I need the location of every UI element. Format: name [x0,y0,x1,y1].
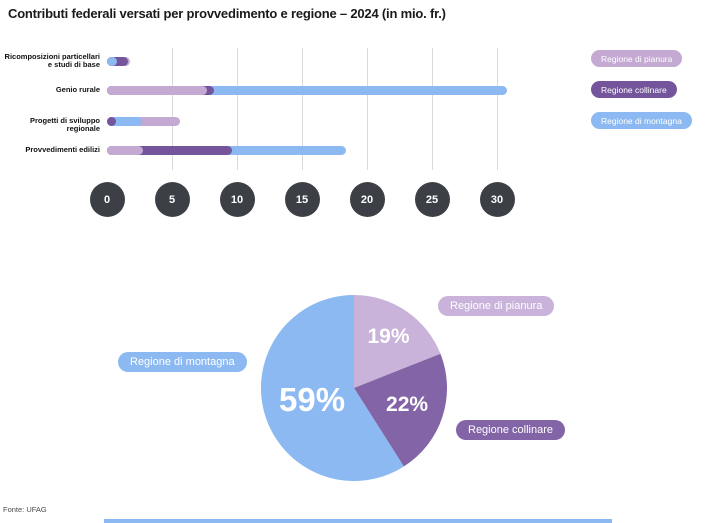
bar-row0-regione-di-montagna [107,56,118,66]
bar-category-label-1: Genio rurale [55,85,100,94]
pie-callout-pill-regione-di-montagna[interactable]: Regione di montagna [118,352,247,372]
gridline-15 [302,48,303,170]
legend-pill-regione-di-montagna[interactable]: Regione di montagna [591,112,692,129]
x-axis-tick-5: 5 [154,182,190,217]
bar-plot-area [107,48,512,170]
gridline-10 [237,48,238,170]
bar-row2-regione-di-pianura [107,116,180,126]
pie-slice-regione-di-montagna [260,295,404,481]
gridline-25 [432,48,433,170]
pie-svg [260,295,448,481]
legend-pill-regione-collinare[interactable]: Regione collinare [591,81,677,98]
bar-category-label-3: Provvedimenti edilizi [25,145,100,154]
pie-percent-label-19: 19% [367,325,410,349]
bar-row0-regione-collinare [107,56,128,66]
x-axis-tick-25: 25 [414,182,450,217]
page-title: Contributi federali versati per provvedi… [8,6,446,21]
source-label: Fonte: UFAG [3,505,47,514]
bar-row1-regione-di-montagna [107,85,508,95]
pie-percent-label-59: 59% [278,381,346,419]
gridline-20 [367,48,368,170]
bar-category-label-0: Ricomposizioni particellari e studi di ba… [4,51,100,69]
x-axis-tick-30: 30 [479,182,515,217]
gridline-5 [172,48,173,170]
pie-slice-regione-di-pianura [354,295,441,388]
bar-row1-regione-di-pianura [107,85,208,95]
x-axis-tick-10: 10 [219,182,255,217]
bar-row3-regione-collinare [107,145,232,155]
pie-callout-pill-regione-collinare[interactable]: Regione collinare [456,420,565,440]
bar-category-label-2: Progetti di sviluppo regionale [29,116,100,133]
pie-chart: 19% 22% 59% [260,295,448,481]
bar-row2-regione-collinare [107,116,116,126]
pie-slice-regione-collinare [354,353,448,467]
legend-pill-regione-di-pianura[interactable]: Regione di pianura [591,50,683,67]
x-axis-tick-15: 15 [284,182,320,217]
gridline-30 [497,48,498,170]
pie-percent-label-22: 22% [386,393,429,417]
x-axis-tick-20: 20 [349,182,385,217]
bar-row3-regione-di-pianura [107,145,144,155]
horizontal-scrollbar-thumb[interactable] [104,519,612,523]
bar-row2-regione-di-montagna [107,116,143,126]
pie-callout-pill-regione-di-pianura[interactable]: Regione di pianura [438,296,555,316]
x-axis-tick-0: 0 [89,182,125,217]
